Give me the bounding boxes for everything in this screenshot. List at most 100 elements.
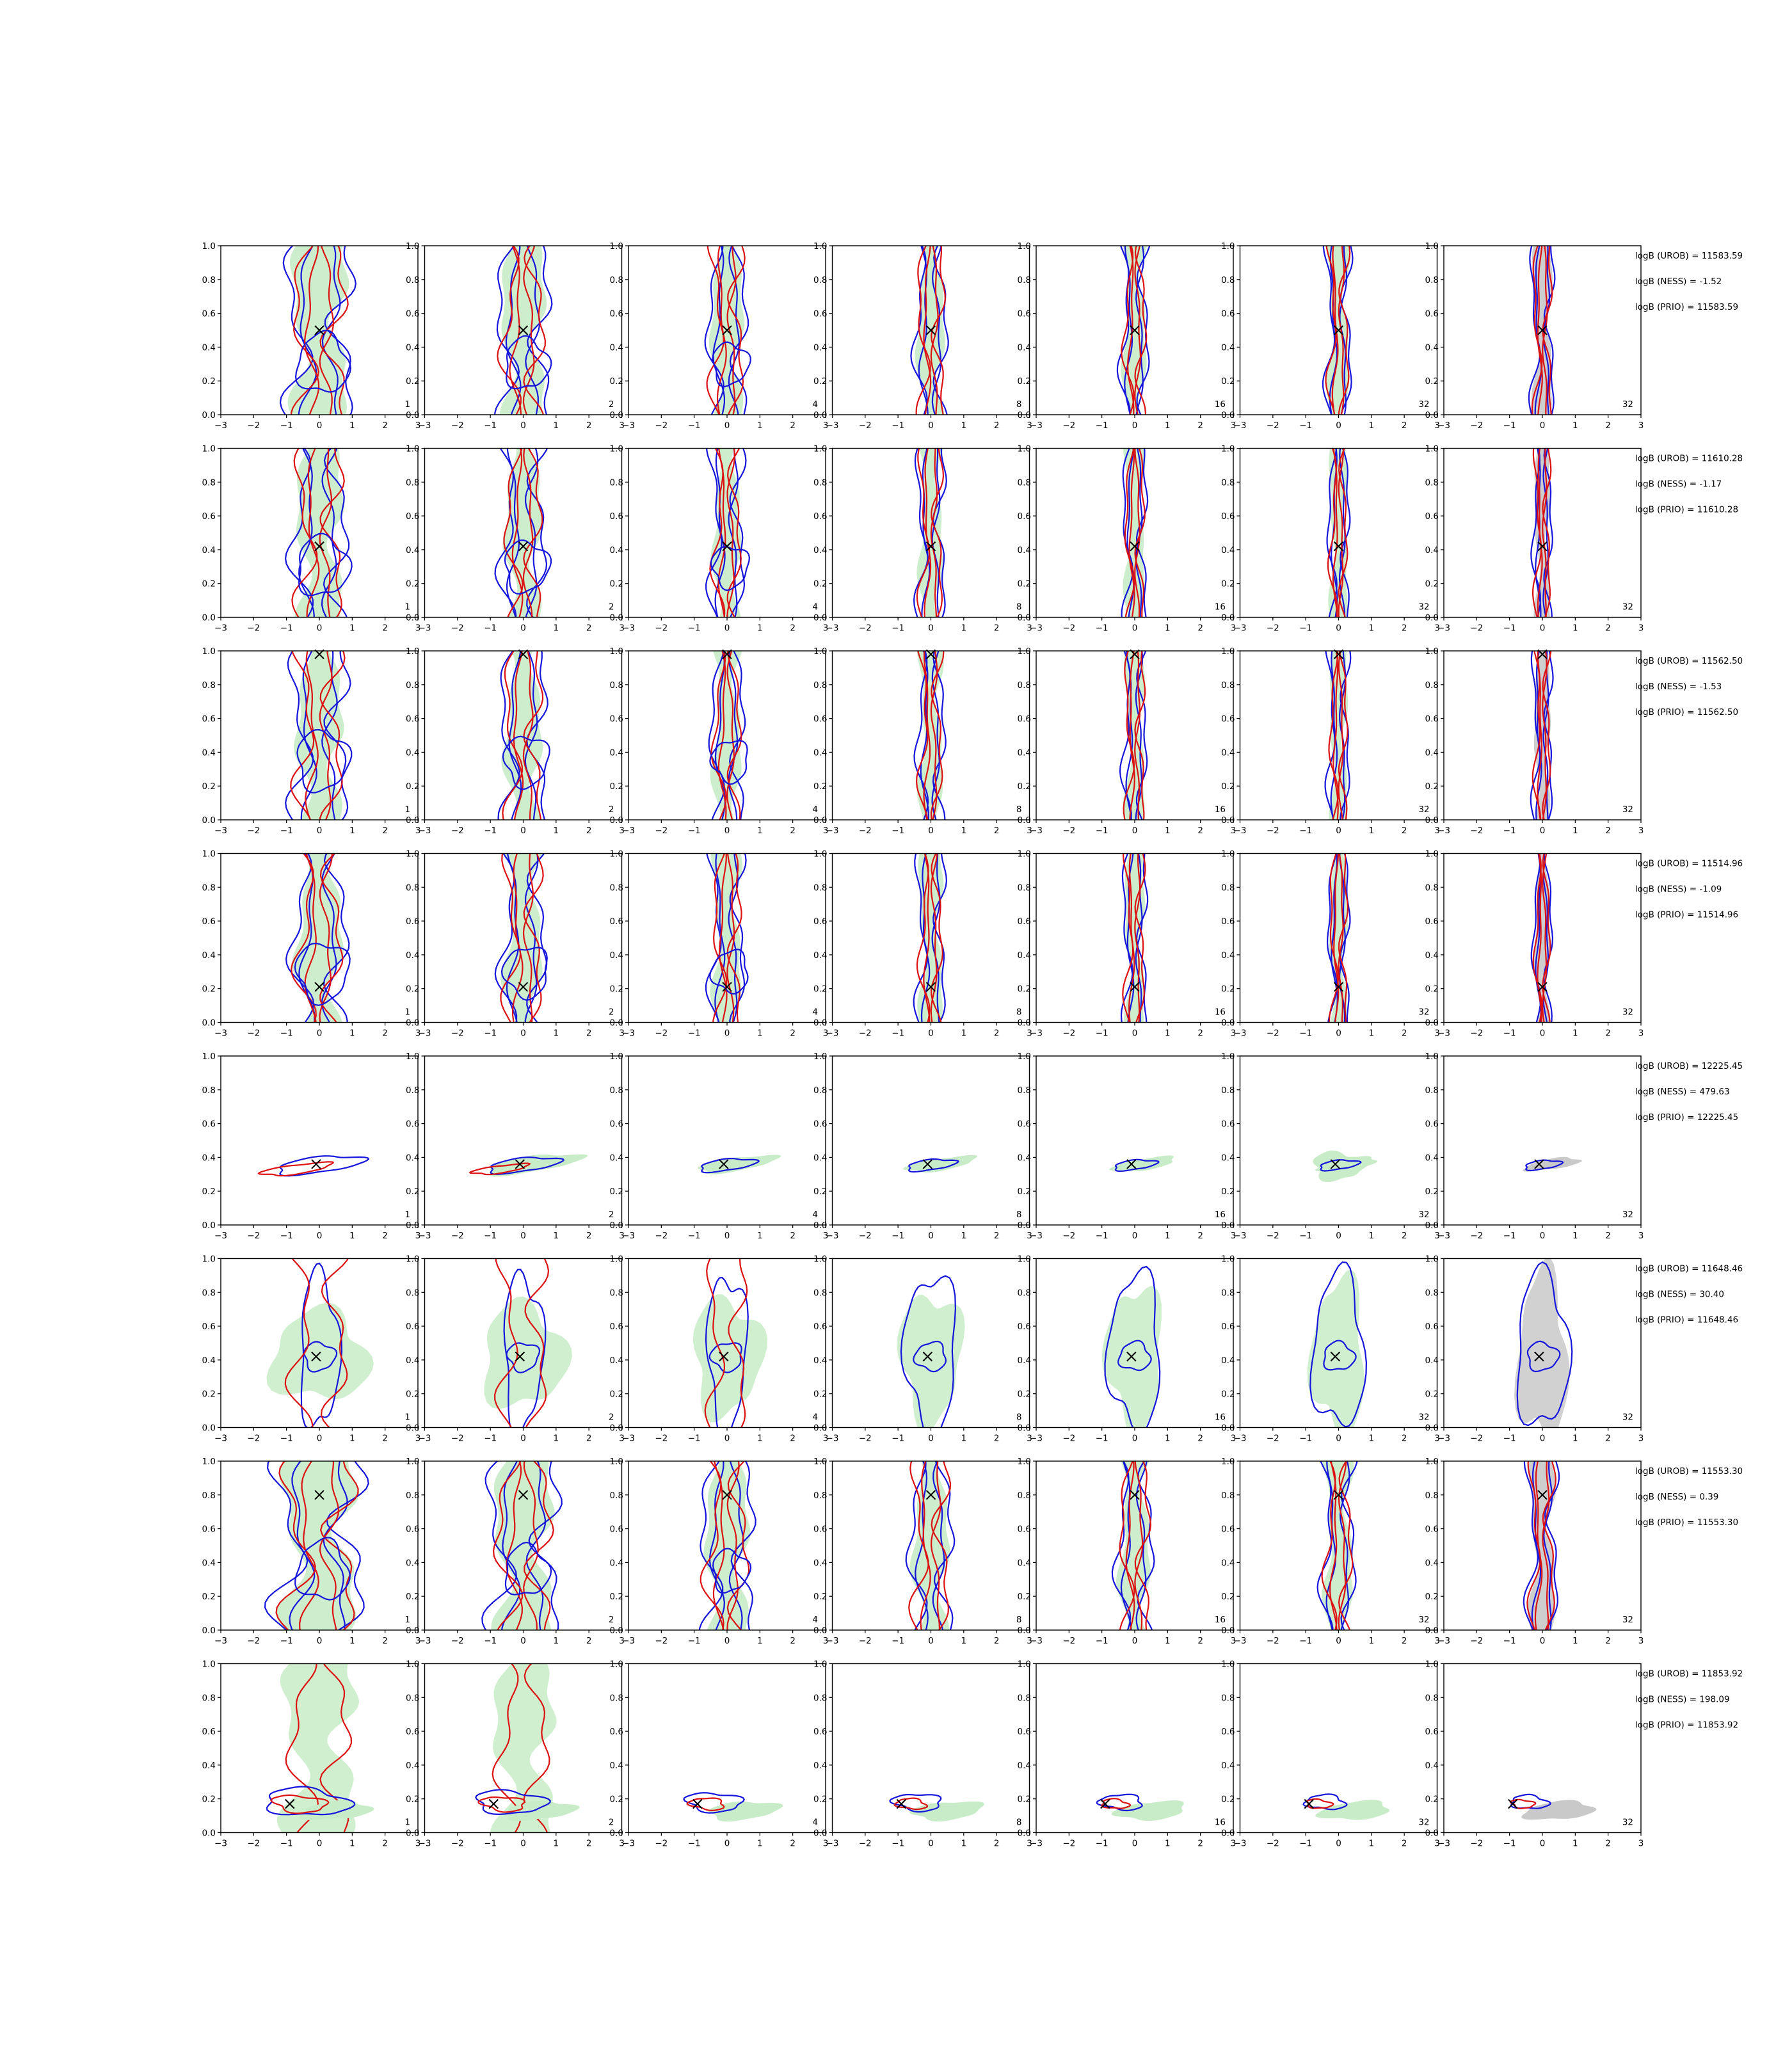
y-tick-label: 0.0 xyxy=(1018,1220,1031,1231)
x-tick-label: −2 xyxy=(859,1839,872,1849)
y-tick-label: 0.2 xyxy=(1425,1187,1439,1197)
y-tick-label: 0.8 xyxy=(1018,1491,1031,1501)
y-tick-label: 0.6 xyxy=(406,309,419,319)
y-tick-label: 0.8 xyxy=(610,1491,623,1501)
blue-contour xyxy=(1322,246,1354,415)
y-tick-label: 0.2 xyxy=(610,984,623,995)
blue-contour xyxy=(285,651,351,820)
true-value-marker xyxy=(518,541,529,552)
x-tick-label: −3 xyxy=(826,623,839,634)
y-tick-label: 0.2 xyxy=(1221,1592,1235,1602)
density-fill xyxy=(1101,1286,1162,1428)
y-tick-label: 0.6 xyxy=(1425,1322,1439,1332)
subplot-r7-c2: −3 −2 −1 0 1 2 30.00.20.40.60.81.02 xyxy=(406,1457,625,1646)
x-tick-label: 3 xyxy=(1434,1636,1440,1646)
y-tick-label: 1.0 xyxy=(813,1052,827,1062)
x-tick-label: −3 xyxy=(419,1028,431,1039)
x-tick-label: 0 xyxy=(1540,623,1546,634)
x-tick-label: −1 xyxy=(892,420,904,431)
x-tick-label: −2 xyxy=(1267,826,1279,836)
blue-contour xyxy=(504,539,552,595)
x-tick-label: 3 xyxy=(1027,623,1032,634)
x-tick-label: −3 xyxy=(622,1636,635,1646)
x-tick-label: 2 xyxy=(790,1028,796,1039)
column-label: 16 xyxy=(1215,804,1226,815)
y-tick-label: 0.8 xyxy=(406,275,419,285)
y-tick-label: 0.0 xyxy=(1221,1220,1235,1231)
y-tick-label: 0.0 xyxy=(202,613,216,623)
x-tick-label: −2 xyxy=(1062,1839,1075,1849)
red-contour xyxy=(916,853,943,1023)
red-contour xyxy=(291,448,345,618)
x-tick-label: −1 xyxy=(1503,826,1516,836)
y-tick-label: 0.0 xyxy=(406,1828,419,1839)
x-tick-label: 1 xyxy=(1572,1028,1578,1039)
x-tick-label: 0 xyxy=(317,420,323,431)
red-contour xyxy=(915,651,945,820)
y-tick-label: 0.4 xyxy=(406,1356,419,1366)
y-tick-label: 0.8 xyxy=(813,680,827,691)
true-value-marker xyxy=(719,1351,729,1362)
y-tick-label: 0.4 xyxy=(202,1558,216,1568)
x-tick-label: −3 xyxy=(1030,1636,1043,1646)
blue-contour xyxy=(1125,651,1144,820)
column-label: 16 xyxy=(1215,1412,1226,1423)
column-label: 4 xyxy=(812,1412,818,1423)
y-tick-label: 1.0 xyxy=(1018,241,1031,252)
x-tick-label: 1 xyxy=(961,1839,967,1849)
contour-layer xyxy=(698,1461,756,1630)
blue-contour xyxy=(296,728,353,794)
contour-layer xyxy=(1111,1461,1155,1630)
y-tick-label: 0.2 xyxy=(1018,1592,1031,1602)
x-tick-label: 1 xyxy=(1165,1839,1171,1849)
y-tick-label: 0.0 xyxy=(202,1423,216,1434)
y-tick-label: 0.8 xyxy=(1018,1288,1031,1298)
y-tick-label: 1.0 xyxy=(1221,1660,1235,1670)
column-label: 8 xyxy=(1016,399,1022,410)
x-tick-label: −1 xyxy=(1299,1028,1312,1039)
x-tick-label: 3 xyxy=(823,1434,829,1444)
blue-contour xyxy=(506,853,539,1023)
y-tick-label: 0.6 xyxy=(1425,916,1439,927)
column-label: 32 xyxy=(1622,1007,1633,1018)
subplot-r2-c6: −3 −2 −1 0 1 2 30.00.20.40.60.81.032 xyxy=(1221,444,1440,634)
x-tick-label: −2 xyxy=(1062,1028,1075,1039)
x-tick-label: −1 xyxy=(688,1636,701,1646)
subplot-r6-c7: −3 −2 −1 0 1 2 30.00.20.40.60.81.032 xyxy=(1425,1254,1644,1444)
true-value-marker xyxy=(722,541,732,552)
y-tick-label: 0.2 xyxy=(1221,984,1235,995)
y-tick-label: 0.6 xyxy=(406,511,419,522)
y-tick-label: 0.4 xyxy=(202,748,216,758)
x-tick-label: 0 xyxy=(317,826,323,836)
x-tick-label: 2 xyxy=(790,1839,796,1849)
y-tick-label: 0.0 xyxy=(1018,1626,1031,1636)
x-tick-label: −3 xyxy=(826,826,839,836)
contour-layer xyxy=(285,853,351,1023)
true-value-marker xyxy=(314,325,324,335)
density-fill xyxy=(500,853,543,1023)
y-tick-label: 0.4 xyxy=(813,1761,827,1771)
contour-layer xyxy=(683,1792,783,1822)
y-tick-label: 0.2 xyxy=(406,781,419,792)
y-tick-label: 0.8 xyxy=(406,1288,419,1298)
y-tick-label: 1.0 xyxy=(1018,1457,1031,1467)
true-value-marker xyxy=(311,1351,321,1362)
x-tick-label: 0 xyxy=(724,1839,730,1849)
y-tick-label: 0.6 xyxy=(1221,1727,1235,1737)
x-tick-label: 3 xyxy=(823,1839,829,1849)
blue-contour xyxy=(508,651,538,820)
y-tick-label: 1.0 xyxy=(1425,1254,1439,1265)
x-tick-label: 1 xyxy=(554,1636,559,1646)
red-contour xyxy=(710,651,742,820)
y-tick-label: 0.6 xyxy=(610,714,623,724)
x-tick-label: 3 xyxy=(1027,1839,1032,1849)
x-tick-label: 2 xyxy=(586,1028,592,1039)
y-tick-label: 0.4 xyxy=(406,950,419,961)
logb-urob-text: logB (UROB) = 11553.30 xyxy=(1635,1466,1743,1476)
x-tick-label: 1 xyxy=(1165,826,1171,836)
subplot-r6-c1: −3 −2 −1 0 1 2 30.00.20.40.60.81.01 xyxy=(202,1254,421,1444)
x-tick-label: 2 xyxy=(994,1231,1000,1241)
contour-layer xyxy=(279,246,357,415)
blue-contour xyxy=(1120,1461,1148,1630)
blue-contour xyxy=(1331,853,1346,1023)
